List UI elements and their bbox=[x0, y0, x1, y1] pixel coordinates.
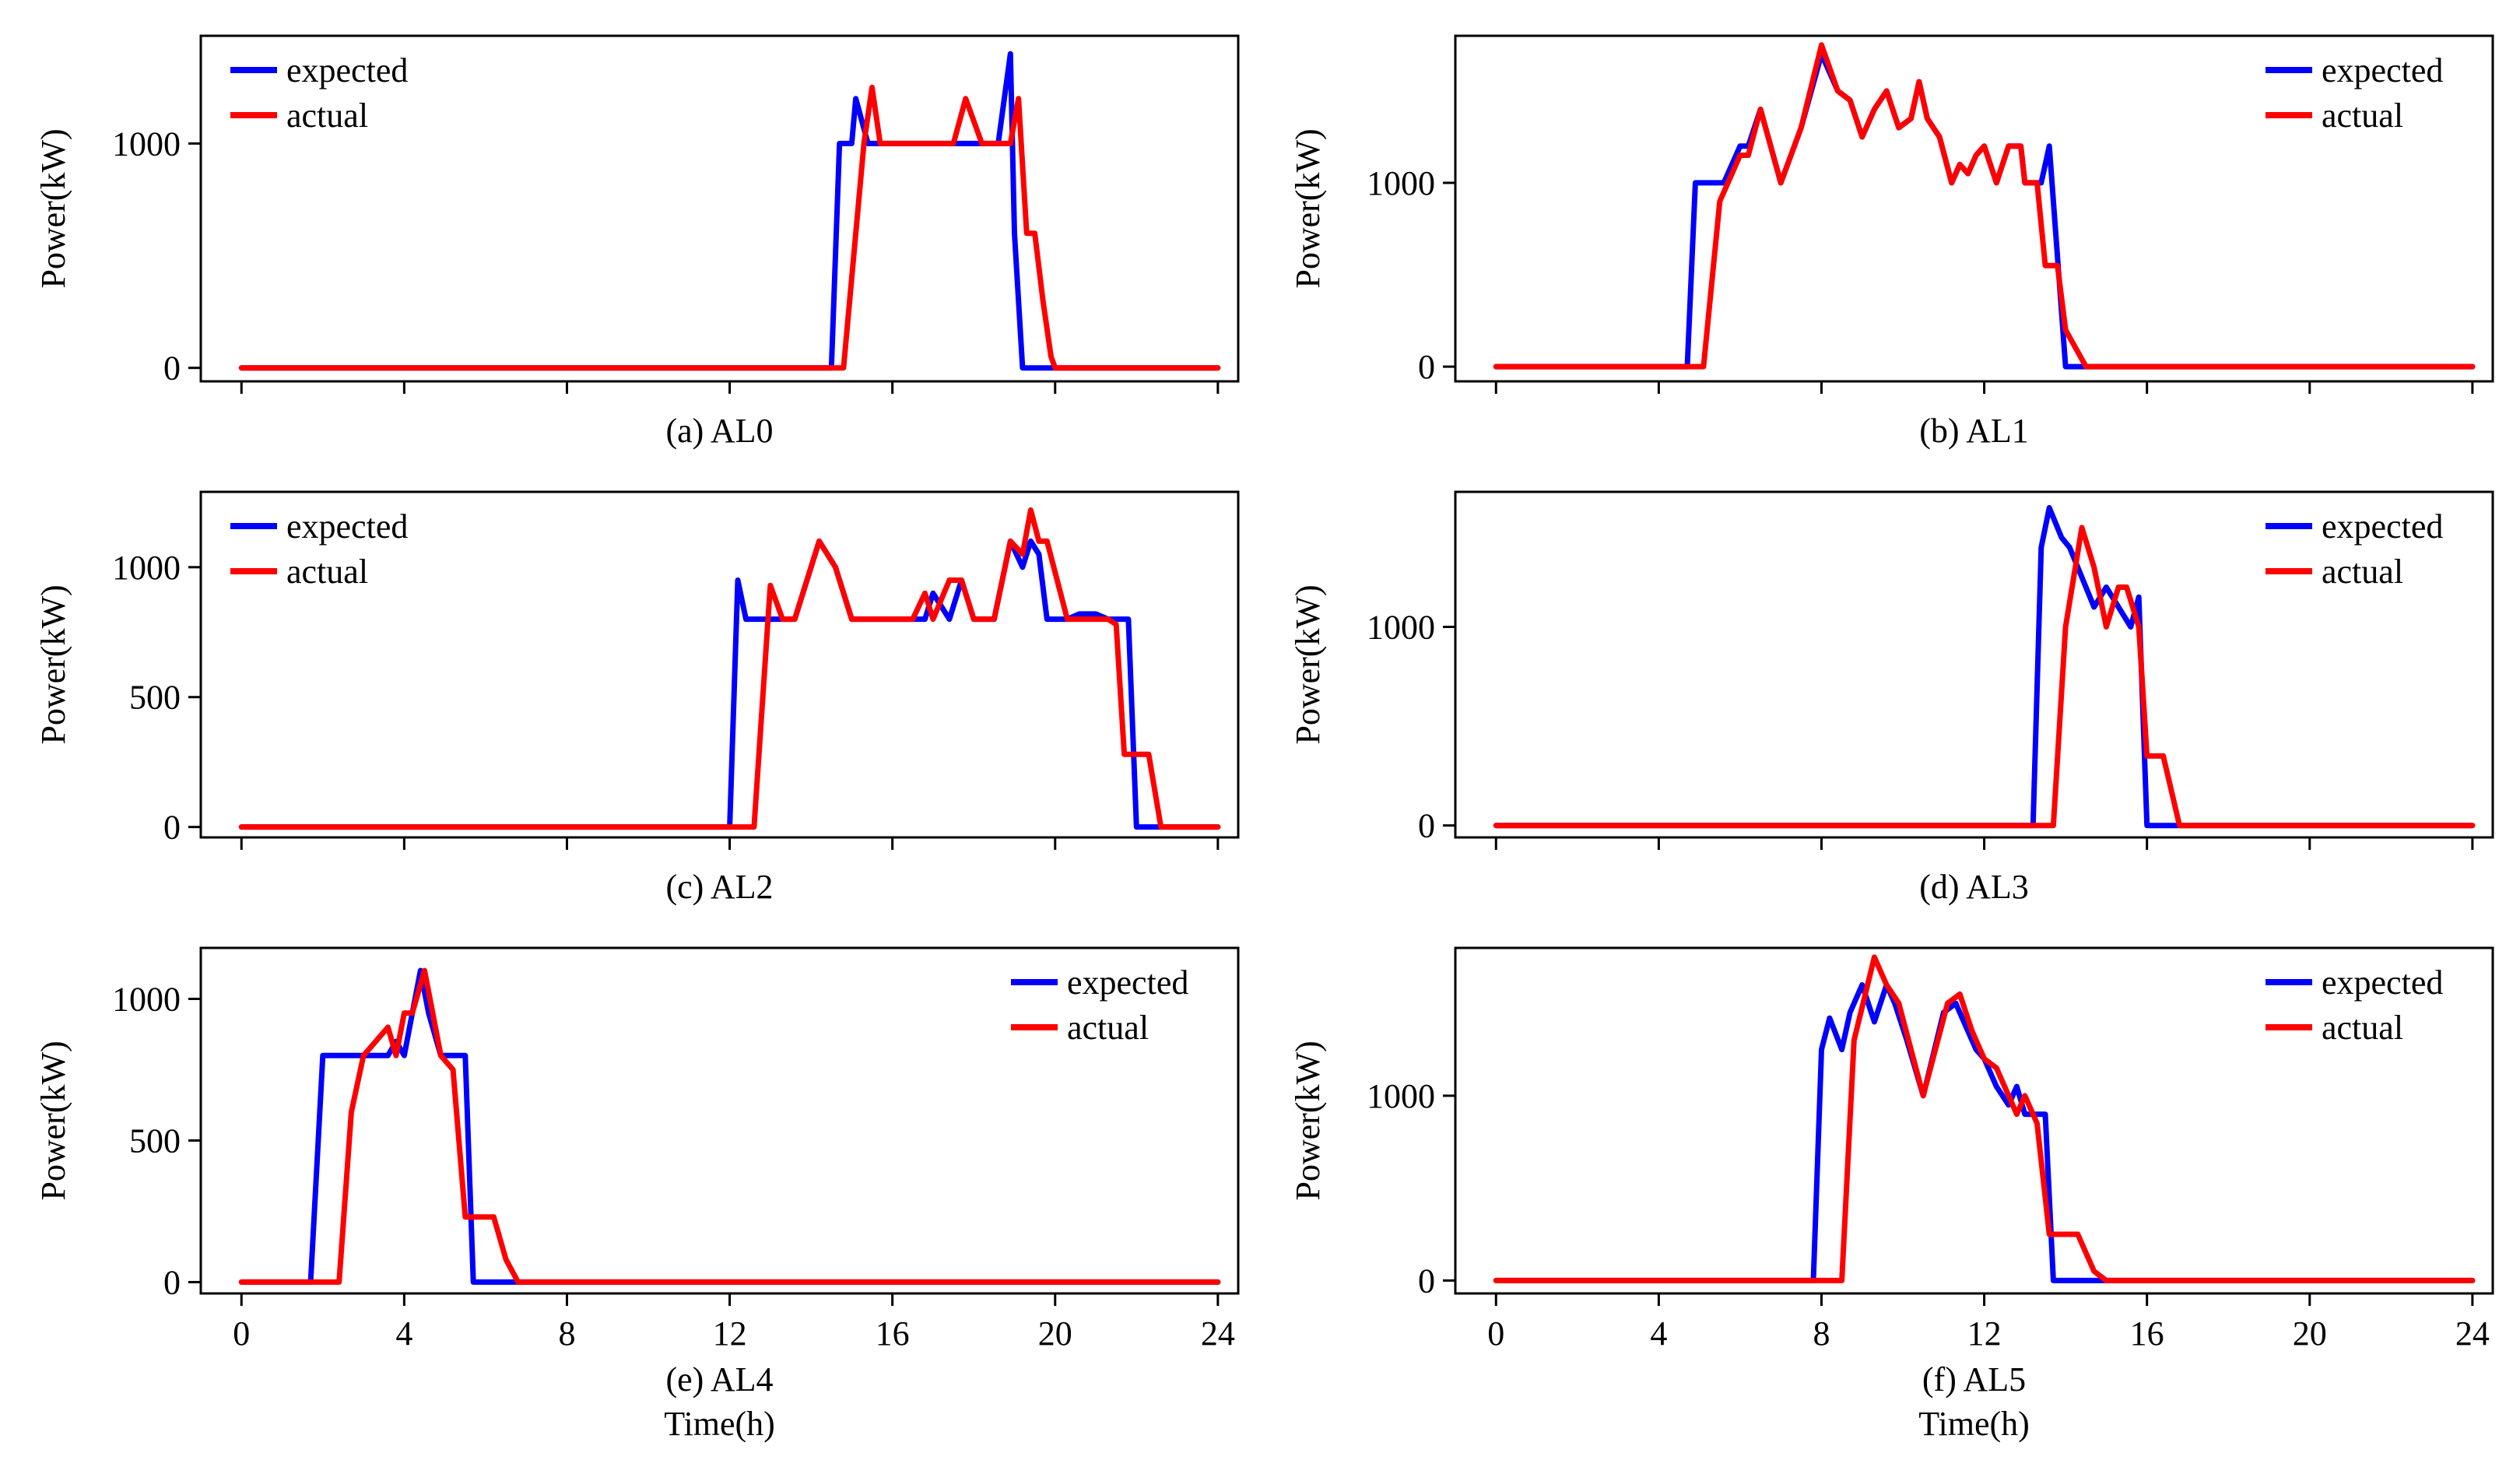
y-tick-label: 1000 bbox=[1367, 609, 1435, 647]
x-axis-label: Time(h) bbox=[1918, 1405, 2030, 1443]
x-tick-label: 12 bbox=[1967, 1314, 2002, 1353]
x-tick-label: 20 bbox=[1038, 1314, 1072, 1353]
plot-frame bbox=[1454, 34, 2494, 383]
legend-label-actual: actual bbox=[286, 553, 368, 591]
x-tick-label: 8 bbox=[558, 1314, 575, 1353]
legend-label-actual: actual bbox=[2322, 97, 2403, 135]
chart-panel-3: 0 1000 Power(kW) (d) AL3 expected actual bbox=[1289, 490, 2494, 906]
y-axis-label: Power(kW) bbox=[1289, 1041, 1327, 1200]
chart-panel-0: 0 1000 Power(kW) (a) AL0 expected actual bbox=[34, 34, 1240, 450]
plot-frame bbox=[199, 34, 1240, 383]
y-tick-label: 0 bbox=[1418, 807, 1435, 845]
panel-caption: (b) AL1 bbox=[1919, 412, 2029, 450]
plot-frame bbox=[199, 490, 1240, 839]
x-tick-label: 24 bbox=[2455, 1314, 2490, 1353]
y-tick-label: 1000 bbox=[1367, 164, 1435, 202]
y-tick-label: 0 bbox=[163, 349, 181, 388]
legend-label-actual: actual bbox=[1067, 1009, 1149, 1047]
x-tick-label: 0 bbox=[233, 1314, 250, 1353]
x-tick-label: 20 bbox=[2293, 1314, 2327, 1353]
legend-label-actual: actual bbox=[2322, 553, 2403, 591]
y-tick-label: 0 bbox=[163, 809, 181, 847]
series-line-actual bbox=[1493, 525, 2476, 829]
y-tick-label: 1000 bbox=[112, 125, 181, 163]
chart-panel-5: 0 4 8 12 16 20 24 0 1000 Power(kW) (f) AL5 Time(h) e… bbox=[1289, 946, 2494, 1443]
y-tick-label: 500 bbox=[129, 1121, 181, 1160]
series-line-expected bbox=[238, 538, 1221, 830]
y-tick-label: 1000 bbox=[112, 981, 181, 1019]
series-line-expected bbox=[238, 51, 1221, 371]
legend-label-actual: actual bbox=[286, 97, 368, 135]
x-tick-label: 4 bbox=[395, 1314, 412, 1353]
y-tick-label: 500 bbox=[129, 679, 181, 717]
panel-caption: (c) AL2 bbox=[665, 868, 773, 906]
y-tick-label: 1000 bbox=[112, 549, 181, 587]
x-tick-label: 16 bbox=[2130, 1314, 2164, 1353]
x-tick-label: 12 bbox=[713, 1314, 747, 1353]
y-axis-label: Power(kW) bbox=[34, 128, 72, 288]
series-line-actual bbox=[1493, 954, 2476, 1283]
y-tick-label: 0 bbox=[163, 1263, 181, 1301]
plot-frame bbox=[1454, 490, 2494, 839]
y-axis-label: Power(kW) bbox=[34, 1041, 72, 1200]
panel-caption: (a) AL0 bbox=[665, 412, 773, 450]
panel-caption: (d) AL3 bbox=[1919, 868, 2029, 906]
y-tick-label: 0 bbox=[1418, 348, 1435, 386]
series-line-actual bbox=[1493, 42, 2476, 370]
y-tick-label: 0 bbox=[1418, 1262, 1435, 1300]
x-tick-label: 24 bbox=[1201, 1314, 1235, 1353]
x-tick-label: 4 bbox=[1650, 1314, 1667, 1353]
y-axis-label: Power(kW) bbox=[34, 584, 72, 744]
legend-label-expected: expected bbox=[286, 507, 408, 546]
legend-label-expected: expected bbox=[2322, 507, 2443, 546]
chart-panel-1: 0 1000 Power(kW) (b) AL1 expected actual bbox=[1289, 34, 2494, 450]
x-tick-label: 0 bbox=[1487, 1314, 1504, 1353]
legend-label-expected: expected bbox=[2322, 51, 2443, 89]
x-axis-label: Time(h) bbox=[664, 1405, 775, 1443]
series-line-actual bbox=[238, 84, 1221, 371]
chart-panel-4: 0 4 8 12 16 20 24 0 500 1000 Power(kW) (e) AL4 Time(… bbox=[34, 946, 1240, 1443]
panel-caption: (e) AL4 bbox=[665, 1360, 773, 1399]
legend-label-actual: actual bbox=[2322, 1009, 2403, 1047]
series-line-expected bbox=[1493, 982, 2476, 1283]
panel-caption: (f) AL5 bbox=[1922, 1360, 2026, 1399]
y-axis-label: Power(kW) bbox=[1289, 128, 1327, 288]
y-tick-label: 1000 bbox=[1367, 1077, 1435, 1115]
chart-panel-2: 0 500 1000 Power(kW) (c) AL2 expected actual bbox=[34, 490, 1240, 906]
y-axis-label: Power(kW) bbox=[1289, 584, 1327, 744]
plot-frame bbox=[199, 946, 1240, 1295]
plot-frame bbox=[1454, 946, 2494, 1295]
legend-label-expected: expected bbox=[2322, 963, 2443, 1002]
legend-label-expected: expected bbox=[286, 51, 408, 89]
legend-label-expected: expected bbox=[1067, 963, 1188, 1002]
series-line-actual bbox=[238, 967, 1221, 1285]
x-tick-label: 16 bbox=[876, 1314, 910, 1353]
x-tick-label: 8 bbox=[1813, 1314, 1830, 1353]
series-line-actual bbox=[238, 507, 1221, 830]
